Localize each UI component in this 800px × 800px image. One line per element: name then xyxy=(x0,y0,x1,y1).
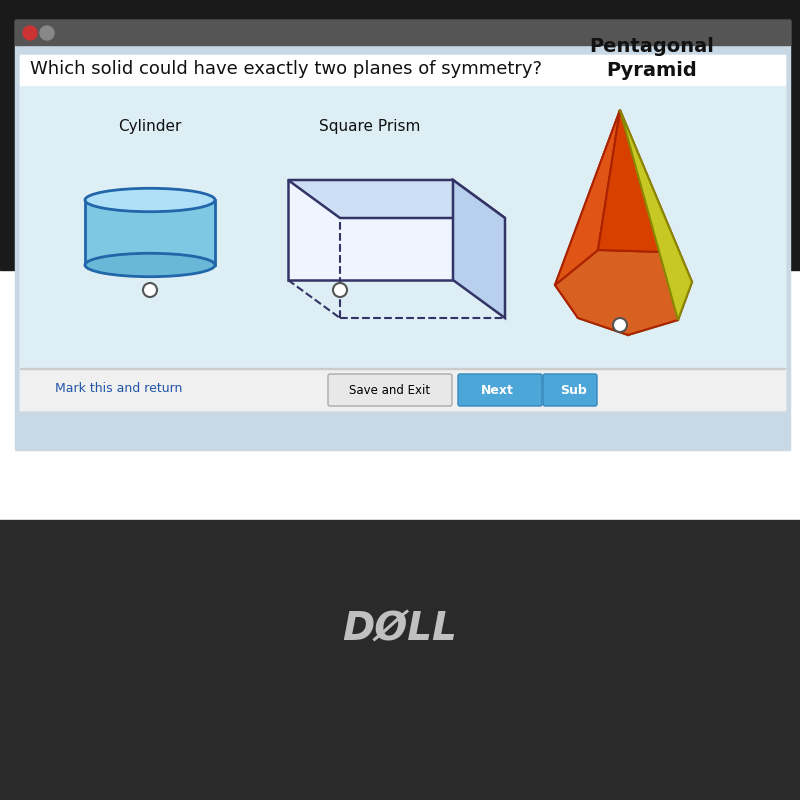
Bar xyxy=(0,0,800,270)
Polygon shape xyxy=(598,110,665,252)
Polygon shape xyxy=(288,180,453,280)
Bar xyxy=(15,20,790,45)
Text: Which solid could have exactly two planes of symmetry?: Which solid could have exactly two plane… xyxy=(30,60,542,78)
Bar xyxy=(20,55,785,410)
Polygon shape xyxy=(555,250,692,335)
Polygon shape xyxy=(620,110,678,335)
Text: Square Prism: Square Prism xyxy=(319,119,421,134)
Bar xyxy=(20,367,785,369)
Bar xyxy=(85,200,215,265)
Text: Pentagonal
Pyramid: Pentagonal Pyramid xyxy=(590,38,714,80)
Circle shape xyxy=(613,318,627,332)
Text: Sub: Sub xyxy=(560,383,586,397)
Polygon shape xyxy=(555,110,620,318)
Text: Save and Exit: Save and Exit xyxy=(350,383,430,397)
Circle shape xyxy=(23,26,37,40)
Circle shape xyxy=(143,283,157,297)
Ellipse shape xyxy=(85,188,215,212)
Polygon shape xyxy=(555,110,620,285)
Polygon shape xyxy=(288,180,505,218)
Text: Mark this and return: Mark this and return xyxy=(55,382,182,395)
Polygon shape xyxy=(620,110,692,320)
Circle shape xyxy=(333,283,347,297)
Bar xyxy=(15,20,790,450)
Polygon shape xyxy=(578,110,628,335)
FancyBboxPatch shape xyxy=(543,374,597,406)
Polygon shape xyxy=(620,110,692,282)
Bar xyxy=(20,368,785,410)
FancyBboxPatch shape xyxy=(458,374,542,406)
Text: Next: Next xyxy=(481,383,514,397)
Bar xyxy=(0,520,800,800)
Text: Cylinder: Cylinder xyxy=(118,119,182,134)
Ellipse shape xyxy=(85,254,215,277)
Bar xyxy=(20,55,785,85)
Polygon shape xyxy=(453,180,505,318)
Circle shape xyxy=(40,26,54,40)
Bar xyxy=(20,85,785,370)
FancyBboxPatch shape xyxy=(328,374,452,406)
Text: DØLL: DØLL xyxy=(342,611,458,649)
